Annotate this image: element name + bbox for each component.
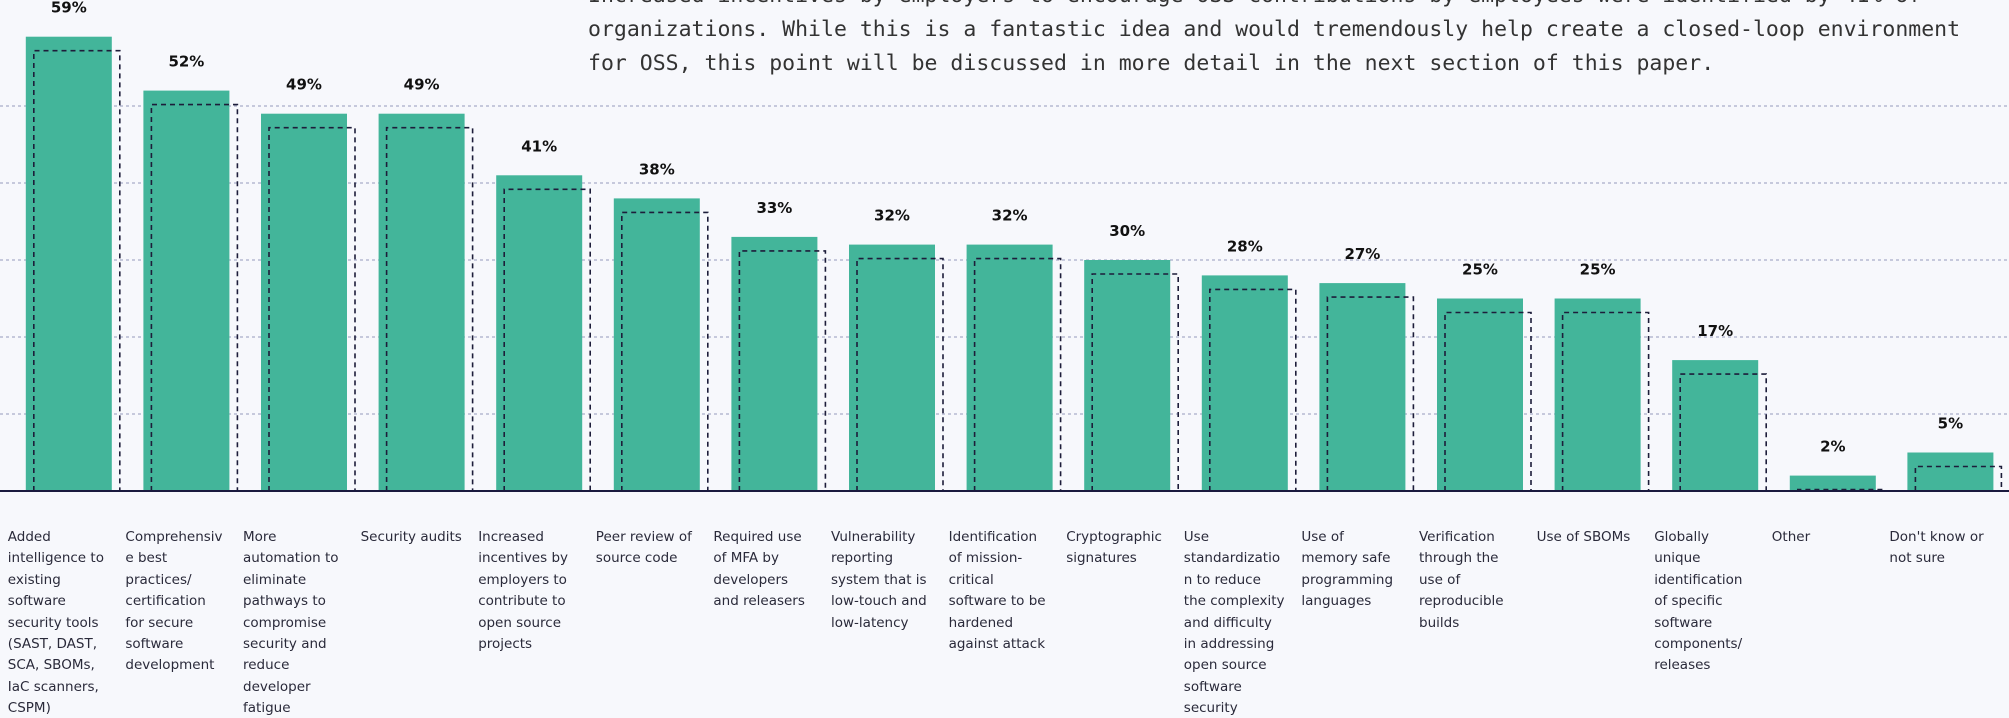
bar-outline: [973, 257, 1062, 491]
paragraph-line: Increased incentives by employers to enc…: [588, 0, 1921, 8]
x-tick-label: Added intelligence to existing software …: [7, 529, 104, 717]
bar: [1554, 298, 1641, 491]
value-label: 32%: [992, 207, 1028, 225]
value-label: 5%: [1938, 415, 1963, 433]
bar-outline: [150, 103, 239, 491]
bar-outline: [1914, 465, 2003, 491]
value-label: 28%: [1227, 237, 1263, 255]
x-tick-label: Don't know or not sure: [1889, 529, 1984, 567]
bar-outline: [1326, 296, 1415, 491]
x-tick-label: Security audits: [360, 529, 462, 545]
bar-outline: [385, 126, 474, 491]
bar: [849, 244, 935, 491]
bar-outline: [1209, 288, 1297, 491]
value-label: 32%: [874, 207, 910, 225]
value-label: 41%: [521, 137, 557, 155]
value-label: 49%: [286, 76, 322, 94]
bar: [1672, 360, 1759, 491]
x-tick-label: Globally unique identification of specif…: [1654, 529, 1743, 674]
bar: [1789, 475, 1876, 491]
x-tick-label: Use of memory safe programming languages: [1301, 529, 1394, 610]
value-label: 49%: [404, 76, 440, 94]
x-tick-label: More automation to eliminate pathways to…: [243, 529, 339, 717]
bar-outline: [621, 211, 709, 491]
x-tick-label: Use of SBOMs: [1536, 529, 1631, 545]
x-tick-label: Required use of MFA by developers and re…: [713, 529, 805, 610]
bar-outline: [1679, 373, 1767, 491]
bar: [496, 175, 583, 492]
paragraph-line: organizations. While this is a fantastic…: [588, 17, 1961, 42]
x-tick-label: Increased incentives by employers to con…: [478, 529, 569, 653]
bar: [378, 113, 465, 491]
value-label: 27%: [1344, 245, 1380, 263]
x-tick-label: Identification of mission-critical softw…: [948, 529, 1046, 653]
bar-outline: [856, 257, 944, 491]
x-tick-label: Vulnerability reporting system that is l…: [831, 529, 927, 631]
bar-outline: [503, 188, 591, 491]
value-label: 30%: [1109, 222, 1145, 240]
value-label: 59%: [51, 0, 87, 17]
bar: [613, 198, 700, 491]
value-label: 33%: [756, 199, 792, 217]
bar: [1084, 260, 1171, 491]
bar-outline: [1091, 273, 1179, 491]
bar-outline: [738, 250, 827, 491]
value-label: 38%: [639, 160, 675, 178]
bar-outline: [1561, 311, 1650, 491]
bar: [25, 36, 112, 491]
value-label: 52%: [168, 53, 204, 71]
value-label: 2%: [1820, 438, 1845, 456]
bar-outline: [268, 126, 356, 491]
bar: [1201, 275, 1288, 491]
x-tick-label: Cryptographic signatures: [1066, 529, 1162, 567]
value-label: 25%: [1580, 261, 1616, 279]
bar: [1319, 283, 1406, 491]
x-tick-label: Comprehensive best practices/ certificat…: [125, 529, 223, 674]
bar: [261, 113, 347, 491]
bar: [731, 236, 818, 491]
bar: [1907, 452, 1994, 491]
paragraph-line: for OSS, this point will be discussed in…: [588, 51, 1715, 76]
x-tick-label: Verification through the use of reproduc…: [1419, 529, 1504, 631]
bar: [143, 90, 230, 491]
value-label: 25%: [1462, 261, 1498, 279]
x-tick-label: Use standardization to reduce the comple…: [1183, 529, 1285, 717]
bar-outline: [33, 49, 121, 491]
bar-outline: [1444, 311, 1532, 491]
bar: [1437, 298, 1523, 491]
x-tick-label: Peer review of source code: [595, 529, 692, 567]
value-label: 17%: [1697, 322, 1733, 340]
bar: [966, 244, 1053, 491]
x-tick-label: Other: [1771, 529, 1811, 545]
